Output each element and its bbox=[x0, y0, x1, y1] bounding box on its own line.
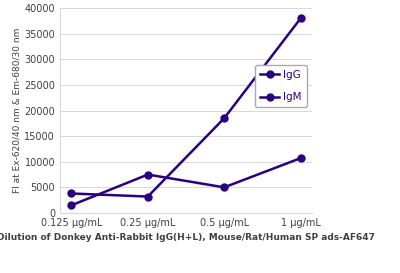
IgM bbox=[146, 173, 150, 176]
Legend: IgG, IgM: IgG, IgM bbox=[255, 64, 307, 108]
X-axis label: Dilution of Donkey Anti-Rabbit IgG(H+L), Mouse/Rat/Human SP ads-AF647: Dilution of Donkey Anti-Rabbit IgG(H+L),… bbox=[0, 233, 375, 242]
IgG bbox=[298, 17, 303, 20]
Y-axis label: Fl at Ex-620/40 nm & Em-680/30 nm: Fl at Ex-620/40 nm & Em-680/30 nm bbox=[12, 28, 22, 193]
IgG bbox=[222, 117, 226, 120]
IgG bbox=[69, 192, 74, 195]
Line: IgM: IgM bbox=[68, 155, 304, 209]
IgG bbox=[146, 195, 150, 198]
IgM bbox=[69, 204, 74, 207]
IgM bbox=[222, 186, 226, 189]
Line: IgG: IgG bbox=[68, 15, 304, 200]
IgM bbox=[298, 156, 303, 160]
